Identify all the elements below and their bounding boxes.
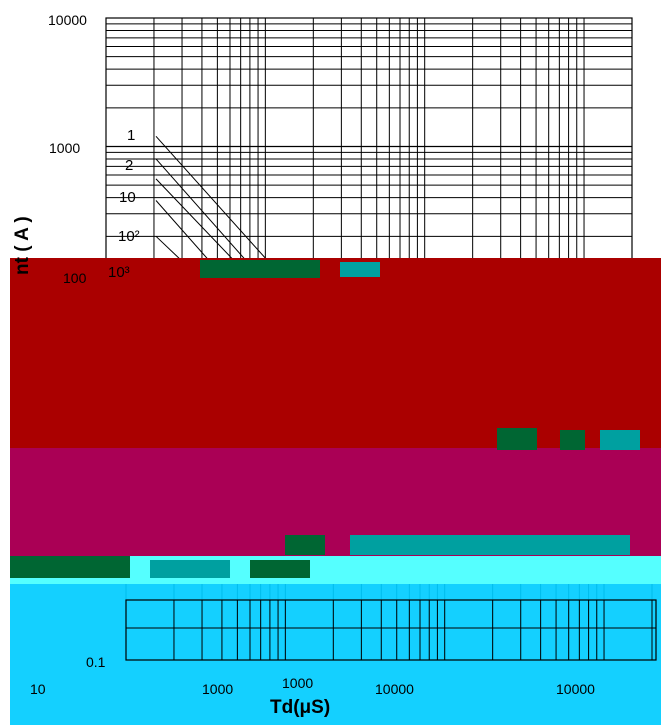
noise-block [285,535,325,555]
series-layer [155,135,268,276]
series-line [155,135,268,261]
overlay-band-red [10,258,661,448]
overlay-band-cyan [10,584,661,725]
noise-block [10,556,130,578]
tick-labels: 10000 1000 100 0.1 10 1000 1000 10000 10… [30,12,595,697]
overlay-layer [10,258,661,725]
plot-frame-lower [125,599,657,661]
noise-block [340,262,380,277]
curve-label: 10² [118,228,140,245]
curve-label: 2 [125,157,133,174]
y-tick-label: 100 [63,270,87,286]
noise-block [560,430,585,450]
y-axis-label: nt ( A ) [12,216,33,275]
curve-label: 10 [119,189,136,206]
y-tick-label: 1000 [49,140,80,156]
x-tick-label: 10000 [375,681,414,697]
noise-block [600,430,640,450]
noise-block [200,260,320,278]
x-tick-label: 1000 [202,681,233,697]
x-tick-label: 10000 [556,681,595,697]
noise-block [350,535,630,555]
curve-label: 1 [127,127,135,144]
series-line [155,178,244,271]
series-line [155,158,253,268]
y-tick-label: 0.1 [86,654,106,670]
noise-block [250,560,310,578]
x-axis-label: Td(μS) [270,697,330,718]
curve-labels: 1 2 10 10² 10³ [108,127,140,281]
noise-block [497,428,537,450]
x-tick-label: 10 [30,681,46,697]
curve-label: 10³ [108,264,130,281]
y-tick-label: 10000 [48,12,87,28]
noise-block [150,560,230,578]
x-tick-label: 1000 [282,675,313,691]
